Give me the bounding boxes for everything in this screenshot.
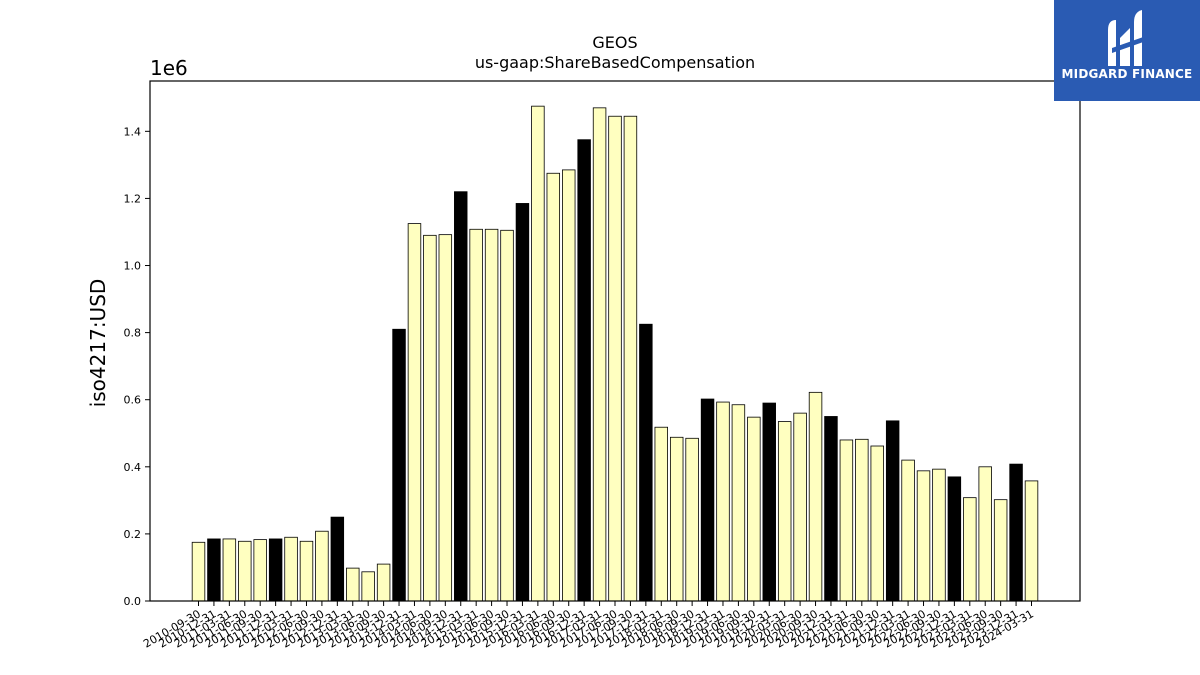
bar-2018-03-31	[654, 426, 669, 602]
bar-2020-09-30	[808, 391, 823, 602]
y-tick-label: 0.6	[124, 394, 142, 407]
bar-2018-06-30	[669, 436, 684, 602]
bar-2021-03-31	[839, 439, 854, 602]
bar-2023-06-30	[978, 466, 992, 602]
bar-2011-12-31	[268, 538, 283, 602]
bars-group	[191, 105, 1039, 602]
plot-frame	[149, 80, 1081, 602]
bar-2012-03-31	[284, 536, 298, 602]
bar-2023-09-30	[993, 499, 1008, 602]
bar-2014-06-30	[423, 234, 437, 602]
bar-2016-03-31	[531, 105, 545, 602]
bar-2021-12-31	[885, 420, 900, 602]
bar-2024-03-31	[1024, 480, 1039, 602]
bar-2011-03-31	[222, 538, 237, 602]
bar-2022-06-30	[916, 470, 931, 602]
y-tick-label: 1.4	[124, 125, 142, 138]
brand-name: MIDGARD FINANCE	[1061, 67, 1193, 81]
bar-2013-09-30	[376, 563, 391, 602]
bar-2018-09-30	[685, 437, 699, 602]
bar-2014-09-30	[438, 234, 453, 602]
bar-2022-12-31	[947, 476, 962, 602]
bar-2021-06-30	[855, 438, 869, 602]
bar-2015-06-30	[484, 228, 499, 602]
bar-2023-12-31	[1009, 463, 1023, 602]
bar-2016-09-30	[562, 169, 576, 602]
bar-2016-12-31	[577, 139, 591, 602]
y-axis-label: iso4217:USD	[86, 279, 110, 408]
y-tick-label: 0.4	[124, 461, 142, 474]
bar-2017-12-31	[639, 323, 653, 602]
bar-2014-03-31	[407, 223, 422, 602]
bar-2014-12-31	[454, 191, 468, 602]
bar-2012-06-30	[299, 540, 314, 602]
bar-2016-06-30	[546, 172, 561, 602]
bar-2013-06-30	[361, 571, 375, 602]
bar-2019-06-30	[731, 404, 746, 602]
y-tick-label: 1.0	[124, 260, 142, 273]
chart-title: GEOS	[592, 33, 637, 52]
brand-logo: MIDGARD FINANCE	[1054, 0, 1200, 101]
bar-2015-12-31	[515, 203, 530, 602]
bar-2017-09-30	[623, 115, 638, 602]
bar-2015-03-31	[469, 228, 483, 602]
bar-2019-03-31	[716, 401, 730, 602]
y-tick-label: 1.2	[124, 192, 142, 205]
bar-2017-03-31	[592, 107, 607, 602]
x-axis-ticks: 2010-09-302010-12-312011-03-312011-06-30…	[141, 601, 1036, 651]
bar-2012-09-30	[315, 530, 329, 602]
bar-2022-03-31	[901, 459, 915, 602]
bar-2020-03-31	[777, 421, 792, 602]
bar-2017-06-30	[608, 115, 622, 602]
bar-2012-12-31	[330, 516, 345, 602]
bar-2018-12-31	[700, 398, 715, 602]
bar-2023-03-31	[963, 497, 977, 602]
bar-2019-12-31	[762, 402, 776, 602]
y-axis-ticks: 0.0 0.2 0.4 0.6 0.8 1.0 1.2 1.4	[124, 125, 150, 608]
bar-2020-12-31	[824, 416, 838, 602]
bar-2015-09-30	[500, 229, 514, 602]
bar-2020-06-30	[793, 412, 807, 602]
bar-2011-09-30	[253, 539, 267, 602]
midgard-logo-icon	[1108, 10, 1146, 66]
bar-2021-09-30	[870, 445, 884, 602]
y-tick-label: 0.8	[124, 327, 142, 340]
y-offset-label: 1e6	[150, 56, 188, 80]
bar-2010-12-31	[207, 538, 221, 602]
bar-2010-09-30	[191, 541, 206, 602]
y-tick-label: 0.0	[124, 595, 142, 608]
bar-2013-12-31	[392, 328, 406, 602]
bar-2022-09-30	[932, 468, 946, 602]
bar-2011-06-30	[238, 540, 252, 602]
bar-2013-03-31	[346, 567, 360, 602]
bar-2019-09-30	[747, 416, 761, 602]
chart-subtitle: us-gaap:ShareBasedCompensation	[475, 53, 755, 72]
y-tick-label: 0.2	[124, 528, 142, 541]
